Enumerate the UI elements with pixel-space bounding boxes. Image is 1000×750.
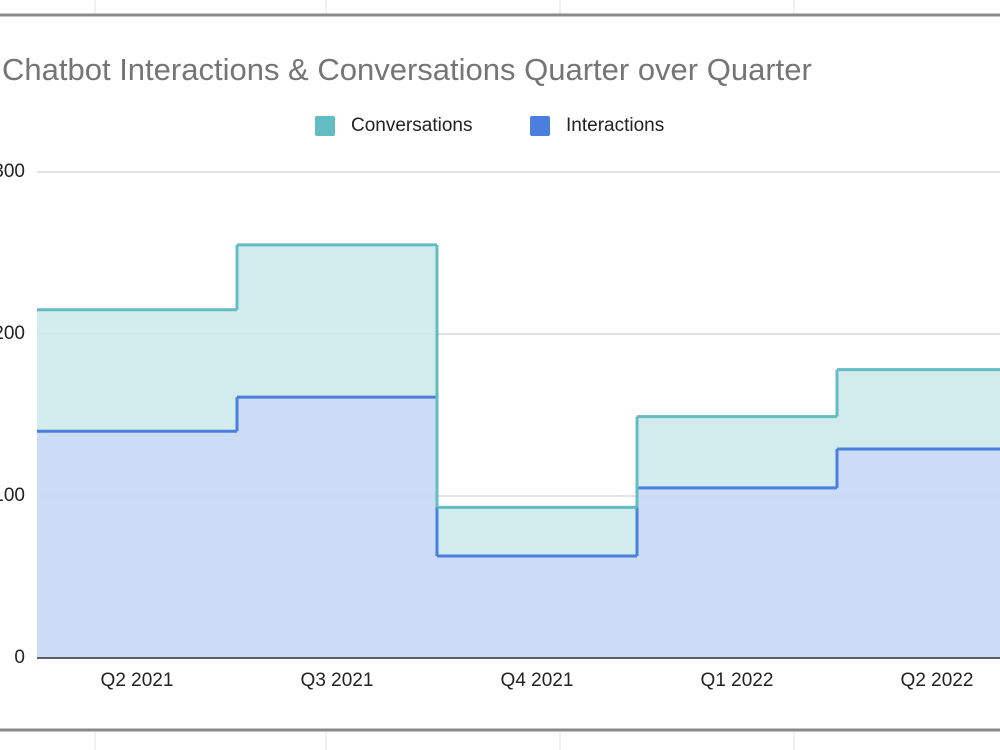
area-step xyxy=(437,507,637,556)
x-tick-label: Q2 2022 xyxy=(901,670,974,691)
legend: Conversations Interactions xyxy=(315,115,664,136)
area-step xyxy=(637,416,837,488)
y-tick-label: 100 xyxy=(0,485,25,506)
area-step xyxy=(237,397,437,658)
x-tick-label: Q4 2021 xyxy=(501,670,574,691)
area-step xyxy=(637,487,837,658)
legend-label: Interactions xyxy=(566,115,664,136)
area-step xyxy=(37,309,237,432)
area-step xyxy=(837,449,1000,658)
legend-swatch xyxy=(530,116,550,136)
area-step xyxy=(837,369,1000,450)
area-step xyxy=(437,555,637,658)
x-tick-label: Q2 2021 xyxy=(101,670,174,691)
legend-label: Conversations xyxy=(351,115,472,136)
y-tick-label: 300 xyxy=(0,161,25,182)
x-tick-label: Q3 2021 xyxy=(301,670,374,691)
area-step xyxy=(37,431,237,658)
plot-area: 0 100 200 300 Q2 2021 Q3 2021 Q4 2021 Q1 2022 Q2… xyxy=(0,161,1000,691)
x-tick-label: Q1 2022 xyxy=(701,670,774,691)
sheet-frame xyxy=(94,0,795,750)
chart-title: Chatbot Interactions & Conversations Qua… xyxy=(2,52,812,87)
y-tick-label: 200 xyxy=(0,323,25,344)
area-step xyxy=(237,244,437,398)
y-tick-label: 0 xyxy=(14,647,25,668)
legend-swatch xyxy=(315,116,335,136)
